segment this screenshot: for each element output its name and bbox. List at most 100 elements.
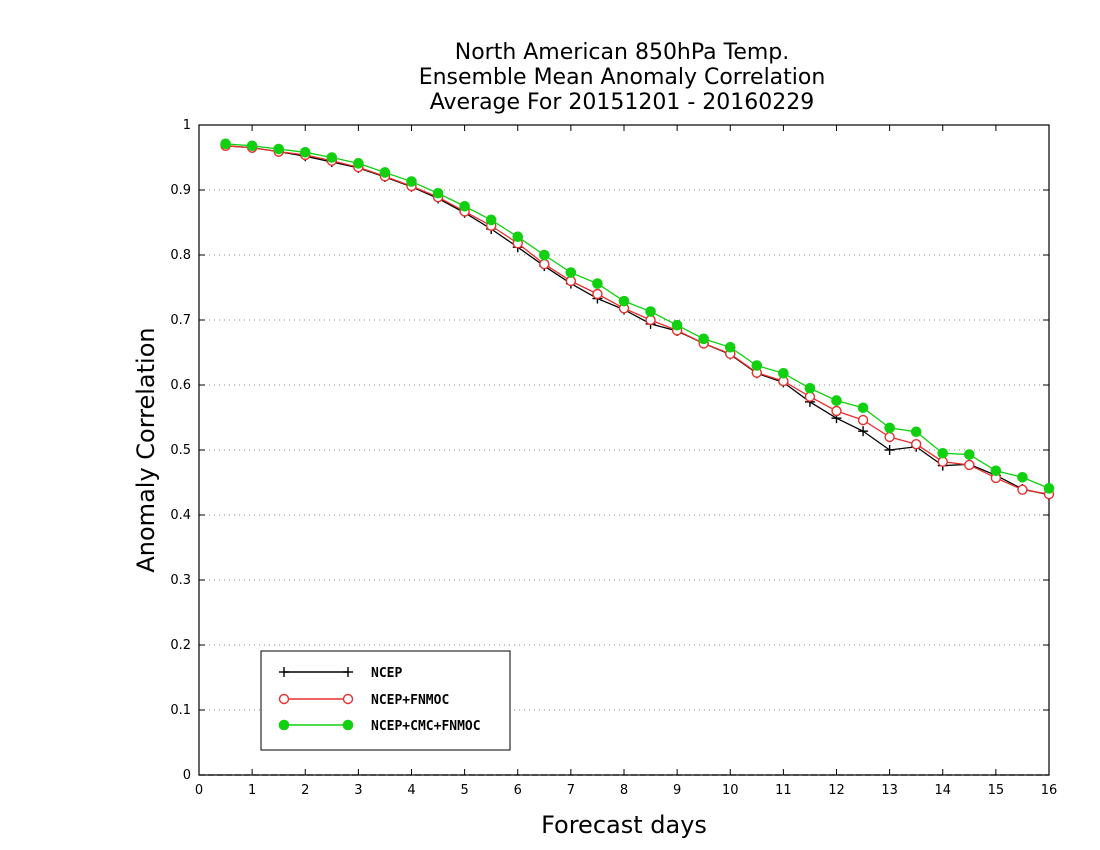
data-point [459, 200, 470, 212]
data-point [1017, 472, 1028, 483]
x-tick-label: 3 [354, 783, 362, 798]
data-point [353, 158, 364, 169]
y-tick-label: 0.1 [170, 703, 191, 718]
x-tick-label: 9 [673, 783, 681, 798]
y-tick-label: 0.5 [170, 443, 191, 458]
x-tick-label: 2 [301, 783, 309, 798]
y-axis-label: Anomaly Correlation [132, 327, 160, 572]
data-point [857, 402, 869, 414]
data-point [299, 147, 311, 158]
title-line-3: Average For 20151201 - 20160229 [430, 90, 815, 115]
y-tick-label: 0 [183, 768, 191, 783]
data-point [592, 288, 603, 300]
legend-marker [278, 693, 290, 705]
series-ncep-fnmoc [220, 140, 1055, 500]
y-tick-label: 0.4 [170, 508, 191, 523]
data-point [671, 319, 683, 331]
x-tick-label: 15 [988, 783, 1005, 798]
data-point [273, 143, 284, 155]
legend-box [260, 650, 511, 751]
data-point [831, 405, 842, 417]
x-tick-label: 7 [567, 783, 575, 798]
data-point [698, 333, 709, 345]
data-point [751, 360, 763, 371]
y-tick-label: 0.2 [170, 638, 191, 653]
data-point [964, 449, 975, 460]
data-point [379, 167, 391, 178]
data-point [910, 426, 922, 438]
data-point [618, 295, 630, 307]
legend-marker [342, 693, 354, 705]
series-layer [220, 138, 1055, 500]
x-tick-label: 16 [1041, 783, 1058, 798]
y-tick-label: 0.6 [170, 378, 191, 393]
x-tick-label: 13 [881, 783, 898, 798]
y-tick-label: 0.9 [170, 183, 191, 198]
data-point [406, 176, 417, 187]
data-point [645, 306, 656, 317]
x-tick-label: 11 [775, 783, 792, 798]
legend-marker [343, 667, 353, 677]
data-point [724, 342, 736, 353]
data-point [990, 465, 1002, 477]
legend-entry: NCEP+CMC+FNMOC [278, 719, 481, 734]
x-tick-label: 5 [460, 783, 468, 798]
data-point [565, 275, 577, 287]
x-tick-label: 10 [722, 783, 739, 798]
x-tick-label: 8 [620, 783, 628, 798]
data-point [778, 368, 789, 379]
data-point [937, 456, 948, 467]
legend-entry: NCEP+FNMOC [278, 693, 449, 708]
data-point [432, 187, 444, 199]
data-point [512, 231, 524, 243]
legend-label: NCEP+FNMOC [371, 693, 449, 708]
data-point [539, 258, 550, 270]
data-point [246, 140, 258, 152]
y-tick-label: 0.3 [170, 573, 191, 588]
title-line-2: Ensemble Mean Anomaly Correlation [419, 65, 826, 90]
x-tick-label: 6 [514, 783, 522, 798]
y-tick-label: 0.7 [170, 313, 191, 328]
series-ncep [220, 140, 1054, 500]
data-point [539, 249, 550, 261]
legend-label: NCEP+CMC+FNMOC [371, 719, 481, 734]
data-point [937, 447, 949, 459]
data-point [326, 152, 338, 163]
legend-entry: NCEP [279, 666, 402, 681]
x-tick-label: 12 [828, 783, 845, 798]
x-tick-label: 14 [934, 783, 951, 798]
x-tick-labels: 0 1 2 3 4 5 6 7 8 9 10 11 12 13 14 15 16 [195, 783, 1057, 798]
data-point [804, 391, 816, 402]
data-point [220, 138, 231, 150]
data-point [645, 314, 656, 326]
x-tick-label: 4 [407, 783, 415, 798]
y-tick-label: 1 [183, 118, 191, 133]
data-point [858, 426, 869, 437]
data-point [884, 431, 895, 443]
data-point [1017, 484, 1028, 495]
data-point [964, 459, 975, 471]
data-point [831, 395, 842, 406]
data-point [884, 422, 895, 434]
x-tick-label: 1 [248, 783, 256, 798]
data-point [1043, 483, 1055, 494]
axis-ticks [198, 124, 1050, 776]
x-axis-label: Forecast days [541, 811, 707, 839]
legend-marker [278, 719, 290, 731]
chart-title: North American 850hPa Temp. Ensemble Mea… [419, 40, 826, 115]
series-ncep-cmc-fnmoc [220, 138, 1055, 494]
data-point [910, 438, 922, 450]
data-point [485, 214, 497, 226]
legend-marker [342, 719, 354, 731]
legend-marker [279, 667, 289, 677]
data-point [884, 445, 895, 455]
title-line-1: North American 850hPa Temp. [455, 40, 790, 65]
x-tick-label: 0 [195, 783, 203, 798]
data-point [565, 267, 577, 278]
legend-label: NCEP [371, 666, 402, 681]
data-point [804, 382, 816, 394]
y-tick-label: 0.8 [170, 248, 191, 263]
data-point [592, 278, 603, 289]
legend: NCEP NCEP+FNMOC NCEP+CMC+FNMOC [260, 650, 511, 751]
